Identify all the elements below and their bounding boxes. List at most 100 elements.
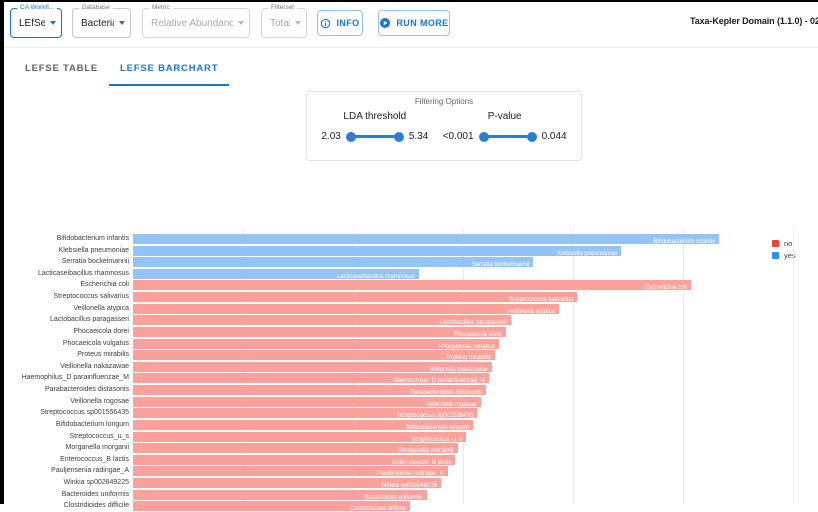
chevron-down-icon [238, 21, 244, 25]
taxon-axis-label: Lactobacillus paragasseri [50, 316, 129, 324]
taxon-axis-label: Serratia bockelmannii [61, 258, 129, 266]
info-button[interactable]: INFO [317, 10, 363, 36]
bar-inner-label: Lactobacillus paragasseri [439, 320, 508, 326]
lda-threshold-slider[interactable] [345, 131, 404, 142]
workflow-select-label: CA Workfl... [17, 4, 58, 12]
tab-lefse-barchart[interactable]: LEFSE BARCHART [109, 54, 230, 86]
lefse-bar[interactable]: Enterococcus_B lactis [133, 454, 456, 465]
filtering-options-panel: Filtering Options LDA threshold 2.03 5.3… [306, 91, 582, 161]
lefse-bar[interactable]: Winkia sp002849225 [133, 478, 441, 489]
bar-inner-label: Proteus mirabilis [446, 355, 491, 361]
lefse-barchart: no yes Bifidobacterium infantis Bifidobact… [0, 228, 818, 512]
lefse-bar[interactable]: Bacteroides uniformis [133, 489, 427, 500]
slider-handle-max[interactable] [393, 131, 404, 142]
legend-item-yes[interactable]: yes [772, 249, 796, 261]
lefse-bar[interactable]: Bifidobacterium infantis [133, 234, 720, 244]
lefse-bar[interactable]: Streptococcus salivarius [133, 292, 578, 303]
taxon-axis-label: Streptococcus_u_s [69, 432, 129, 440]
lefse-bar[interactable]: Klebsiella pneumoniae [133, 245, 622, 256]
bar-inner-label: Enterococcus_B lactis [392, 459, 452, 465]
metric-select-value: Relative Abundance [151, 17, 233, 29]
slider-handle-min[interactable] [478, 131, 489, 142]
bar-inner-label: Bifidobacterium longum [406, 424, 469, 430]
bar-inner-label: Streptococcus sp001556435 [397, 413, 474, 419]
lefse-bar[interactable]: Lactobacillus paragasseri [133, 315, 512, 326]
taxon-axis-label: Klebsiella pneumoniae [58, 246, 129, 254]
taxon-axis-label: Pauljensenia radingae_A [51, 467, 129, 475]
taxon-axis-label: Bacteroides uniformis [61, 490, 129, 498]
legend-swatch-icon [772, 251, 779, 259]
lefse-bar[interactable]: Veillonella atypica [133, 303, 559, 314]
chart-legend: no yes [772, 237, 796, 261]
bar-inner-label: Morganella morganii [399, 448, 454, 454]
legend-swatch-icon [772, 239, 779, 247]
taxon-axis-label: Clostridioides difficile [63, 502, 129, 510]
bar-inner-label: Veillonella rogosae [426, 401, 477, 407]
filterset-select-value: Total [270, 17, 290, 29]
metric-select-label: Metric [149, 4, 173, 12]
taxon-axis-label: Veillonella nakazawae [60, 362, 129, 370]
taxon-axis-label: Haemophilus_D parainfluenzae_M [21, 374, 129, 382]
taxon-axis-label: Veillonella rogosae [70, 397, 129, 405]
run-more-button[interactable]: RUN MORE [378, 10, 450, 36]
workflow-select[interactable]: CA Workfl... LEfSe [10, 4, 62, 38]
taxon-axis-label: Enterococcus_B lactis [60, 455, 129, 463]
lefse-bar[interactable]: Streptococcus_u_s [133, 431, 467, 442]
lefse-bar[interactable]: Phocaeicola dorei [133, 326, 506, 337]
lda-threshold-group: LDA threshold 2.03 5.34 [321, 111, 428, 142]
bar-inner-label: Klebsiella pneumoniae [557, 250, 618, 256]
bar-inner-label: Streptococcus_u_s [411, 436, 463, 442]
x-gridline [683, 228, 684, 504]
lefse-bar[interactable]: Haemophilus_D parainfluenzae_M [133, 373, 490, 384]
slider-handle-max[interactable] [526, 131, 537, 142]
lefse-bar[interactable]: Streptococcus sp001556435 [133, 408, 478, 419]
bar-inner-label: Bifidobacterium infantis [653, 239, 716, 244]
legend-item-no[interactable]: no [772, 237, 796, 249]
p-value-label: P-value [487, 111, 522, 122]
bar-inner-label: Serratia bockelmannii [471, 262, 530, 268]
lda-min-value: 2.03 [321, 131, 341, 142]
taxon-axis-label: Bifidobacterium longum [55, 420, 129, 428]
lda-threshold-label: LDA threshold [343, 111, 407, 122]
lefse-bar[interactable]: Veillonella nakazawae [133, 361, 492, 372]
legend-label: no [784, 238, 793, 248]
lefse-bar[interactable]: Veillonella rogosae [133, 396, 481, 407]
taxon-axis-label: Streptococcus sp001556435 [40, 409, 129, 417]
taxon-axis-label: Phocaeicola vulgatus [62, 339, 129, 347]
legend-label: yes [784, 250, 796, 260]
lefse-bar[interactable]: Bifidobacterium longum [133, 419, 473, 430]
taxon-axis-label: Proteus mirabilis [77, 351, 129, 359]
tab-lefse-table[interactable]: LEFSE TABLE [25, 63, 99, 74]
play-circle-icon [380, 18, 391, 28]
lefse-bar[interactable]: Morganella morganii [133, 443, 458, 454]
bar-inner-label: Veillonella atypica [506, 308, 555, 314]
filterset-select: Filterset Total [261, 4, 307, 38]
taxon-axis-label: Parabacteroides distasonis [44, 386, 129, 394]
info-icon [321, 18, 331, 28]
database-select-label: Database [79, 4, 113, 12]
lefse-bar[interactable]: Escherichia coli [133, 280, 691, 291]
bar-inner-label: Veillonella nakazawae [428, 366, 488, 372]
lefse-bar[interactable]: Proteus mirabilis [133, 350, 495, 361]
app-title: Taxa-Kepler Domain (1.1.0) - 02 [690, 16, 818, 26]
filterset-select-label: Filterset [268, 4, 298, 12]
database-select[interactable]: Database Bacteria [72, 4, 131, 38]
lefse-bar[interactable]: Lacticaseibacillus rhamnosus [133, 268, 419, 279]
lefse-bar[interactable]: Clostridioides difficile [133, 501, 411, 512]
slider-handle-min[interactable] [345, 131, 356, 142]
p-value-group: P-value <0.001 0.044 [443, 111, 567, 142]
taxon-axis-label: Phocaeicola dorei [73, 327, 129, 335]
taxon-axis-label: Escherichia coli [80, 281, 129, 289]
lefse-bar[interactable]: Parabacteroides distasonis [133, 385, 487, 396]
lda-max-value: 5.34 [408, 131, 429, 142]
bar-inner-label: Lacticaseibacillus rhamnosus [336, 273, 415, 279]
taxon-axis-label: Morganella morganii [65, 444, 129, 452]
info-button-label: INFO [336, 18, 360, 28]
taxon-axis-label: Lacticaseibacillus rhamnosus [37, 269, 129, 277]
screen-edge-left [0, 0, 4, 504]
p-value-slider[interactable] [478, 131, 537, 142]
bar-inner-label: Phocaeicola dorei [454, 331, 502, 337]
lefse-bar[interactable]: Pauljensenia radingae_A [133, 466, 448, 477]
lefse-bar[interactable]: Phocaeicola vulgatus [133, 338, 500, 349]
lefse-bar[interactable]: Serratia bockelmannii [133, 257, 534, 268]
